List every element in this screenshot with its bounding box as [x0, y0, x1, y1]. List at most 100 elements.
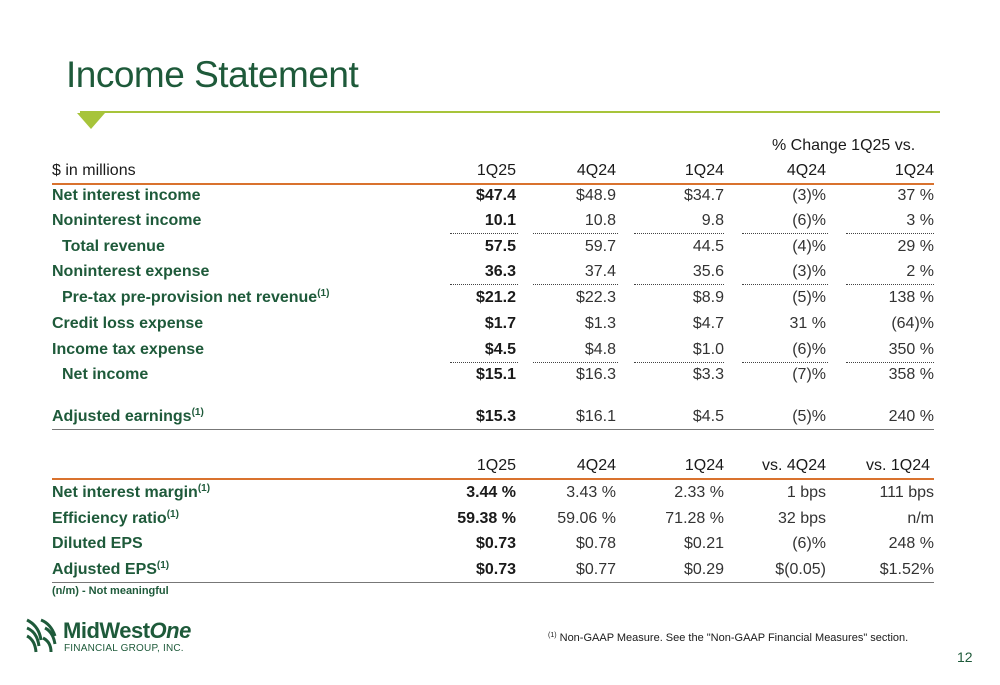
- midwestone-leaf-icon: [26, 618, 57, 653]
- title-divider: [80, 111, 940, 113]
- row-label: Diluted EPS: [52, 535, 143, 552]
- cell-1q24: 9.8: [701, 212, 724, 229]
- row-label: Income tax expense: [52, 341, 205, 358]
- cell-chg-4q24: (3)%: [792, 263, 826, 280]
- cell-1q25: 57.5: [484, 238, 516, 255]
- cell-chg-4q24: (6)%: [792, 341, 826, 358]
- cell-4q24: 10.8: [584, 212, 616, 229]
- row-label: Noninterest expense: [52, 263, 210, 280]
- cell-1q24: 44.5: [692, 238, 724, 255]
- footnote-marker: (1): [191, 407, 204, 418]
- cell-chg-4q24: (6)%: [792, 212, 826, 229]
- cell-1q25: $4.5: [484, 341, 516, 358]
- cell-chg-1q24: 29 %: [897, 238, 934, 255]
- footnote-marker: (1): [156, 560, 170, 571]
- table1-bottom-rule: [52, 429, 934, 430]
- header-1q25: 1Q25: [476, 457, 516, 474]
- table-row: Efficiency ratio(1) 59.38 % 59.06 % 71.2…: [52, 508, 934, 530]
- footnote-non-gaap: (1) Non-GAAP Measure. See the "Non-GAAP …: [548, 632, 909, 644]
- cell-4q24: $1.3: [584, 315, 616, 332]
- cell-1q24: $4.7: [692, 315, 724, 332]
- cell-chg-1q24: 358 %: [888, 366, 934, 383]
- cell-1q24: $1.0: [692, 341, 724, 358]
- header-chg-1q24: 1Q24: [894, 162, 934, 179]
- cell-4q24: 59.06 %: [557, 510, 616, 527]
- logo-subtitle: FINANCIAL GROUP, INC.: [64, 643, 184, 654]
- cell-vs-4q24: 1 bps: [786, 484, 826, 501]
- cell-4q24: $4.8: [584, 341, 616, 358]
- cell-1q24: 2.33 %: [674, 484, 724, 501]
- cell-chg-4q24: (5)%: [792, 408, 826, 425]
- cell-4q24: 59.7: [584, 238, 616, 255]
- cell-chg-4q24: (7)%: [792, 366, 826, 383]
- table-row: Income tax expense $4.5 $4.8 $1.0 (6)% 3…: [52, 339, 934, 361]
- cell-4q24: 3.43 %: [566, 484, 616, 501]
- row-label: Noninterest income: [52, 212, 202, 229]
- page-number: 12: [957, 649, 973, 665]
- cell-4q24: $16.3: [575, 366, 616, 383]
- header-vs-1q24: vs. 1Q24: [865, 457, 930, 474]
- cell-1q25: $15.1: [475, 366, 516, 383]
- cell-chg-4q24: (5)%: [792, 289, 826, 306]
- cell-vs-4q24: $(0.05): [775, 561, 826, 578]
- table-row: Noninterest income 10.1 10.8 9.8 (6)% 3 …: [52, 210, 934, 232]
- title-triangle-marker: [77, 113, 105, 129]
- cell-1q25: $15.3: [475, 408, 516, 425]
- cell-1q25: 3.44 %: [466, 484, 516, 501]
- header-1q25: 1Q25: [476, 162, 516, 179]
- cell-vs-1q24: 111 bps: [879, 484, 934, 501]
- cell-4q24: $16.1: [575, 408, 616, 425]
- cell-1q25: 59.38 %: [457, 510, 516, 527]
- row-label: Efficiency ratio(1): [52, 509, 179, 528]
- cell-1q25: $0.73: [475, 535, 516, 552]
- row-label: Net income: [62, 366, 149, 383]
- table2-header-rule: [52, 478, 934, 480]
- cell-vs-4q24: 32 bps: [777, 510, 826, 527]
- row-label: Pre-tax pre-provision net revenue(1): [62, 288, 330, 307]
- row-label: Total revenue: [62, 238, 165, 255]
- cell-chg-1q24: 350 %: [888, 341, 934, 358]
- header-vs-4q24: vs. 4Q24: [761, 457, 826, 474]
- cell-1q24: $34.7: [683, 187, 724, 204]
- cell-chg-1q24: 2 %: [906, 263, 934, 280]
- cell-vs-4q24: (6)%: [792, 535, 826, 552]
- cell-vs-1q24: n/m: [907, 510, 934, 527]
- header-1q24: 1Q24: [684, 162, 724, 179]
- footnote-marker: (1): [317, 288, 330, 299]
- footnote-not-meaningful: (n/m) - Not meaningful: [52, 585, 169, 597]
- pct-change-header: % Change 1Q25 vs.: [772, 137, 916, 154]
- table1-header-rule: [52, 183, 934, 185]
- table2-bottom-rule: [52, 582, 934, 583]
- cell-chg-4q24: (4)%: [792, 238, 826, 255]
- row-label: Net interest margin(1): [52, 483, 211, 502]
- table-row: Pre-tax pre-provision net revenue(1) $21…: [52, 287, 934, 309]
- cell-chg-1q24: 240 %: [888, 408, 934, 425]
- row-label: Adjusted earnings(1): [52, 407, 204, 426]
- table-row: Total revenue 57.5 59.7 44.5 (4)% 29 %: [52, 236, 934, 258]
- cell-1q24: 35.6: [692, 263, 724, 280]
- cell-1q25: $47.4: [475, 187, 516, 204]
- footnote-marker: (1): [548, 632, 557, 639]
- header-4q24: 4Q24: [576, 457, 616, 474]
- cell-1q25: $21.2: [475, 289, 516, 306]
- cell-chg-4q24: (3)%: [792, 187, 826, 204]
- table-row: Net interest income $47.4 $48.9 $34.7 (3…: [52, 185, 934, 207]
- cell-1q25: 36.3: [484, 263, 516, 280]
- cell-1q24: $3.3: [692, 366, 724, 383]
- cell-chg-1q24: 138 %: [888, 289, 934, 306]
- cell-1q25: $0.73: [475, 561, 516, 578]
- footnote-marker: (1): [166, 509, 179, 520]
- cell-1q24: $0.21: [683, 535, 724, 552]
- table-row: Adjusted earnings(1) $15.3 $16.1 $4.5 (5…: [52, 406, 934, 428]
- cell-chg-1q24: 3 %: [906, 212, 934, 229]
- cell-1q25: 10.1: [484, 212, 516, 229]
- cell-vs-1q24: $1.52%: [879, 561, 934, 578]
- cell-4q24: $48.9: [575, 187, 616, 204]
- table-row: Diluted EPS $0.73 $0.78 $0.21 (6)% 248 %: [52, 533, 934, 555]
- cell-chg-1q24: 37 %: [897, 187, 934, 204]
- cell-1q24: $4.5: [692, 408, 724, 425]
- table-row: Credit loss expense $1.7 $1.3 $4.7 31 % …: [52, 313, 934, 335]
- table-row: Noninterest expense 36.3 37.4 35.6 (3)% …: [52, 261, 934, 283]
- header-chg-4q24: 4Q24: [786, 162, 826, 179]
- row-label: Adjusted EPS(1): [52, 560, 170, 579]
